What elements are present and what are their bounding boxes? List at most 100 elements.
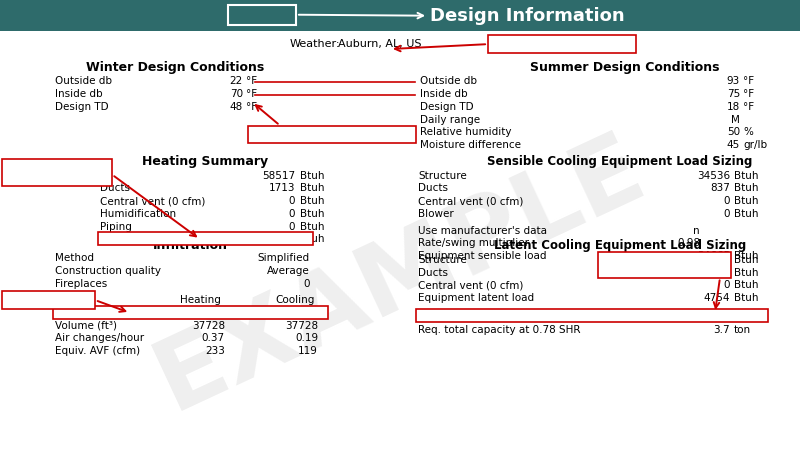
Text: Btuh: Btuh — [300, 183, 325, 193]
Text: 0: 0 — [303, 279, 310, 289]
Text: %: % — [743, 127, 753, 138]
Bar — [488, 35, 636, 53]
Text: °F: °F — [743, 77, 754, 86]
Text: Btuh: Btuh — [734, 183, 758, 193]
Text: 34665: 34665 — [697, 251, 730, 261]
Text: 0.98: 0.98 — [677, 238, 700, 248]
Text: thermostat set point (inside): thermostat set point (inside) — [252, 129, 402, 139]
Text: Equipment total load: Equipment total load — [418, 311, 527, 321]
Text: total heating load
at peak conditions: total heating load at peak conditions — [9, 162, 106, 183]
Text: 4754: 4754 — [703, 293, 730, 303]
Text: Air changes/hour: Air changes/hour — [55, 333, 144, 344]
Text: Sensible Cooling Equipment Load Sizing: Sensible Cooling Equipment Load Sizing — [487, 155, 753, 168]
Text: total cooling load at
peak conditions: total cooling load at peak conditions — [602, 254, 706, 275]
Text: Btuh: Btuh — [300, 171, 325, 180]
Text: Moisture difference: Moisture difference — [420, 140, 521, 150]
Text: Use manufacturer's data: Use manufacturer's data — [418, 226, 547, 235]
Text: Ducts: Ducts — [418, 183, 448, 193]
Text: Outside db: Outside db — [55, 77, 112, 86]
Text: 0: 0 — [289, 222, 295, 232]
Text: Winter Design Conditions: Winter Design Conditions — [86, 61, 264, 74]
Text: °F: °F — [743, 102, 754, 112]
Text: 0.37: 0.37 — [202, 333, 225, 344]
Text: °F: °F — [246, 77, 257, 86]
Text: Btuh: Btuh — [300, 209, 325, 219]
Text: 45: 45 — [726, 140, 740, 150]
Text: Location: Location — [238, 10, 286, 20]
Text: Humidification: Humidification — [100, 209, 176, 219]
Bar — [0, 0, 800, 31]
Text: Inside db: Inside db — [55, 89, 102, 99]
Text: Area (ft²): Area (ft²) — [55, 308, 102, 318]
Text: 0: 0 — [723, 281, 730, 290]
Bar — [598, 252, 731, 277]
Text: outside 99%/1% temps: outside 99%/1% temps — [492, 39, 622, 49]
Text: 0: 0 — [289, 196, 295, 206]
Text: Btuh: Btuh — [734, 196, 758, 206]
Text: Design TD: Design TD — [420, 102, 474, 112]
Text: 0: 0 — [723, 196, 730, 206]
Text: Design TD: Design TD — [55, 102, 109, 112]
Text: EXAMPLE: EXAMPLE — [141, 119, 659, 430]
Text: Equipment sensible load: Equipment sensible load — [418, 251, 546, 261]
Text: Daily range: Daily range — [420, 115, 480, 125]
Text: Average: Average — [267, 266, 310, 276]
Bar — [228, 5, 296, 24]
Bar — [2, 159, 112, 186]
Text: 3552: 3552 — [291, 308, 318, 318]
Text: Central vent (0 cfm): Central vent (0 cfm) — [418, 281, 523, 290]
Text: M: M — [731, 115, 740, 125]
Text: °F: °F — [246, 102, 257, 112]
Text: Equipment latent load: Equipment latent load — [418, 293, 534, 303]
Text: Structure: Structure — [418, 255, 466, 265]
Text: Heating: Heating — [179, 295, 221, 305]
Text: gr/lb: gr/lb — [743, 140, 767, 150]
Text: Rate/swing multiplier: Rate/swing multiplier — [418, 238, 529, 248]
Text: Btuh: Btuh — [734, 171, 758, 180]
Text: 4388: 4388 — [703, 255, 730, 265]
Text: 75: 75 — [726, 89, 740, 99]
Bar — [98, 232, 313, 245]
Text: n: n — [694, 226, 700, 235]
Bar — [416, 309, 768, 321]
Text: Design Information: Design Information — [430, 7, 625, 25]
Text: Infiltration: Infiltration — [153, 239, 227, 252]
Text: Blower: Blower — [418, 209, 454, 219]
Text: Central vent (0 cfm): Central vent (0 cfm) — [418, 196, 523, 206]
Text: Summer Design Conditions: Summer Design Conditions — [530, 61, 720, 74]
Text: Ducts: Ducts — [100, 183, 130, 193]
Text: Cooling: Cooling — [275, 295, 314, 305]
Text: 34536: 34536 — [697, 171, 730, 180]
Text: Heating Summary: Heating Summary — [142, 155, 268, 168]
Text: Inside db: Inside db — [420, 89, 468, 99]
Text: Req. total capacity at 0.78 SHR: Req. total capacity at 0.78 SHR — [418, 325, 581, 335]
Text: 37728: 37728 — [285, 321, 318, 331]
Bar — [2, 291, 95, 309]
Text: Simplified: Simplified — [258, 253, 310, 263]
Text: Btuh: Btuh — [300, 196, 325, 206]
Bar — [53, 306, 328, 319]
Text: 0: 0 — [289, 209, 295, 219]
Text: °F: °F — [246, 89, 257, 99]
Text: 837: 837 — [710, 183, 730, 193]
Text: Method: Method — [55, 253, 94, 263]
Text: °F: °F — [743, 89, 754, 99]
Text: 37728: 37728 — [192, 321, 225, 331]
Text: 58517: 58517 — [262, 171, 295, 180]
Text: Auburn, AL, US: Auburn, AL, US — [338, 39, 422, 49]
Text: 3.7: 3.7 — [714, 325, 730, 335]
Text: Btuh: Btuh — [734, 251, 758, 261]
Text: 0: 0 — [723, 209, 730, 219]
Text: 60230: 60230 — [262, 235, 295, 244]
Text: Btuh: Btuh — [734, 281, 758, 290]
Text: 0.19: 0.19 — [295, 333, 318, 344]
Text: Ducts: Ducts — [418, 268, 448, 278]
Text: Weather:: Weather: — [290, 39, 341, 49]
Text: 233: 233 — [205, 346, 225, 356]
Text: 18: 18 — [726, 102, 740, 112]
Text: 39420: 39420 — [697, 311, 730, 321]
Text: ton: ton — [734, 325, 751, 335]
Text: Btuh: Btuh — [734, 255, 758, 265]
Text: 70: 70 — [230, 89, 243, 99]
Text: Btuh: Btuh — [734, 293, 758, 303]
